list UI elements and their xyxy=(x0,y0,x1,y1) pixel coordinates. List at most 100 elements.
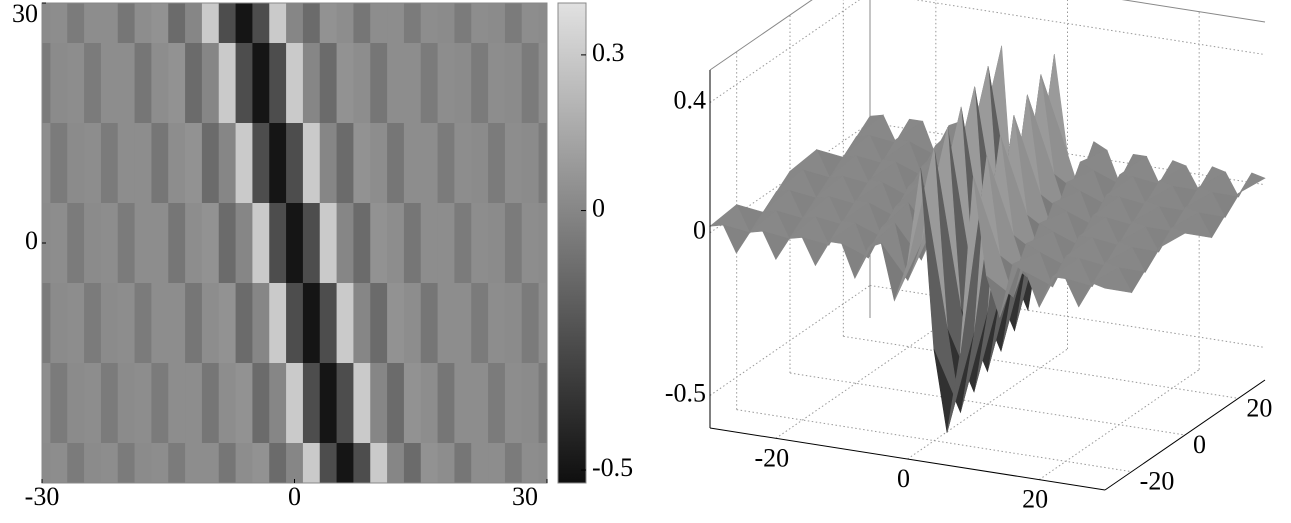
heat-cell xyxy=(84,3,102,44)
heat-cell xyxy=(319,283,338,364)
heat-cell xyxy=(302,123,321,204)
heat-cell xyxy=(117,123,136,204)
heat-cell xyxy=(218,363,237,444)
heat-cell xyxy=(100,443,119,484)
colorbar-tick-label: 0.3 xyxy=(592,38,625,67)
heat-cell xyxy=(488,3,506,44)
heat-cell xyxy=(370,203,388,284)
axis-line xyxy=(1104,379,1266,491)
heat-cell xyxy=(504,283,523,364)
heat-cell xyxy=(67,123,85,204)
heat-cell xyxy=(67,363,85,444)
heat-cell xyxy=(454,3,472,44)
heat-cell xyxy=(504,203,523,284)
heat-cell xyxy=(454,363,472,444)
heat-cell xyxy=(353,43,371,124)
heat-cell xyxy=(50,443,68,484)
heat-cell xyxy=(387,43,405,124)
heat-cell xyxy=(67,43,85,124)
heat-cell xyxy=(269,3,287,44)
heat-cell xyxy=(42,203,51,284)
heat-cell xyxy=(420,363,439,444)
heat-cell xyxy=(134,203,152,284)
heat-cell xyxy=(286,43,304,124)
heat-cell xyxy=(67,443,85,484)
heat-cell xyxy=(185,443,203,484)
heat-cell xyxy=(42,283,51,364)
heat-cell xyxy=(168,283,186,364)
heat-cell xyxy=(286,363,304,444)
heat-cell xyxy=(185,123,203,204)
axis-line xyxy=(1121,0,1266,23)
surface-patch xyxy=(1091,267,1133,294)
heat-cell xyxy=(403,3,422,44)
grid-line xyxy=(869,122,1266,186)
heat-cell xyxy=(269,363,287,444)
heat-cell xyxy=(370,363,388,444)
heat-cell xyxy=(504,443,523,484)
heat-cell xyxy=(84,363,102,444)
heat-cell xyxy=(100,3,119,44)
heat-cell xyxy=(319,443,338,484)
heat-cell xyxy=(185,283,203,364)
heat-cell xyxy=(134,123,152,204)
heat-cell xyxy=(538,363,548,444)
heat-cell xyxy=(370,3,388,44)
heat-cell xyxy=(201,203,220,284)
heat-cell xyxy=(521,43,540,124)
heat-cell xyxy=(84,43,102,124)
heat-cell xyxy=(319,123,338,204)
heat-cell xyxy=(420,203,439,284)
heat-cell xyxy=(504,363,523,444)
heat-cell xyxy=(252,203,270,284)
heat-cell xyxy=(488,203,506,284)
heat-cell xyxy=(151,203,169,284)
heat-cell xyxy=(488,43,506,124)
heat-cell xyxy=(100,123,119,204)
heat-cell xyxy=(403,363,422,444)
heat-cell xyxy=(151,3,169,44)
heat-cell xyxy=(235,3,253,44)
grid-line xyxy=(907,348,1068,460)
heat-cell xyxy=(168,363,186,444)
heat-cell xyxy=(504,123,523,204)
heat-cell xyxy=(50,283,68,364)
heat-cell xyxy=(353,363,371,444)
heat-cell xyxy=(302,283,321,364)
heat-cell xyxy=(488,363,506,444)
heat-cell xyxy=(252,3,270,44)
heat-cell xyxy=(521,443,540,484)
heat-cell xyxy=(84,203,102,284)
heat-cell xyxy=(84,123,102,204)
heat-cell xyxy=(488,283,506,364)
heat-cell xyxy=(319,43,338,124)
heat-cell xyxy=(521,363,540,444)
heat-cell xyxy=(42,363,51,444)
heat-cell xyxy=(286,3,304,44)
heat-cell xyxy=(437,443,455,484)
heat-cell xyxy=(403,203,422,284)
colorbar-tick-label: -0.5 xyxy=(592,453,633,482)
heat-cell xyxy=(50,363,68,444)
heat-cell xyxy=(302,203,321,284)
heat-cell xyxy=(437,123,455,204)
heat-cell xyxy=(488,123,506,204)
heat-cell xyxy=(269,283,287,364)
heat-cell xyxy=(387,203,405,284)
heat-cell xyxy=(84,283,102,364)
heat-cell xyxy=(117,363,136,444)
heat-cell xyxy=(504,43,523,124)
z-tick-label: -0.5 xyxy=(665,378,706,407)
heat-cell xyxy=(100,203,119,284)
heat-cell xyxy=(471,43,489,124)
heat-cell xyxy=(235,363,253,444)
heat-cell xyxy=(151,363,169,444)
heat-cell xyxy=(370,443,388,484)
heat-cell xyxy=(235,43,253,124)
heat-cell xyxy=(201,43,220,124)
heat-cell xyxy=(353,3,371,44)
heat-cell xyxy=(151,43,169,124)
heat-cell xyxy=(235,123,253,204)
x-tick-label: 0 xyxy=(288,482,301,511)
heat-cell xyxy=(437,43,455,124)
